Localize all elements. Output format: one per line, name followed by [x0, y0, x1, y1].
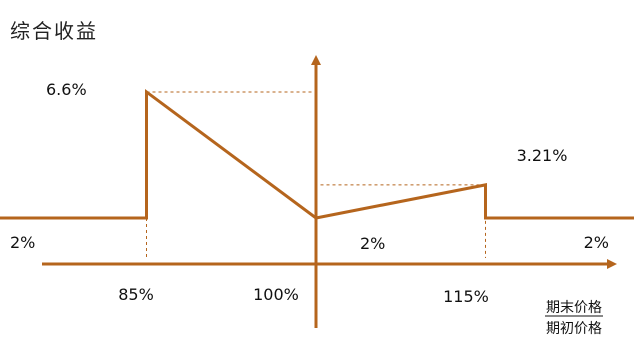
x-axis-label-denominator: 期初价格	[546, 320, 602, 337]
floor-label-2: 2%	[360, 234, 385, 253]
x-tick-label-3: 115%	[443, 287, 489, 306]
floor-label-1: 2%	[10, 233, 35, 252]
annotation-label-2: 3.21%	[517, 146, 568, 165]
floor-label-3: 2%	[584, 233, 609, 252]
annotation-label-1: 6.6%	[46, 80, 87, 99]
x-tick-label-1: 85%	[118, 285, 154, 304]
x-tick-label-2: 100%	[253, 285, 299, 304]
x-axis-label-numerator: 期末价格	[546, 300, 602, 316]
chart-title: 综合收益	[10, 19, 98, 43]
